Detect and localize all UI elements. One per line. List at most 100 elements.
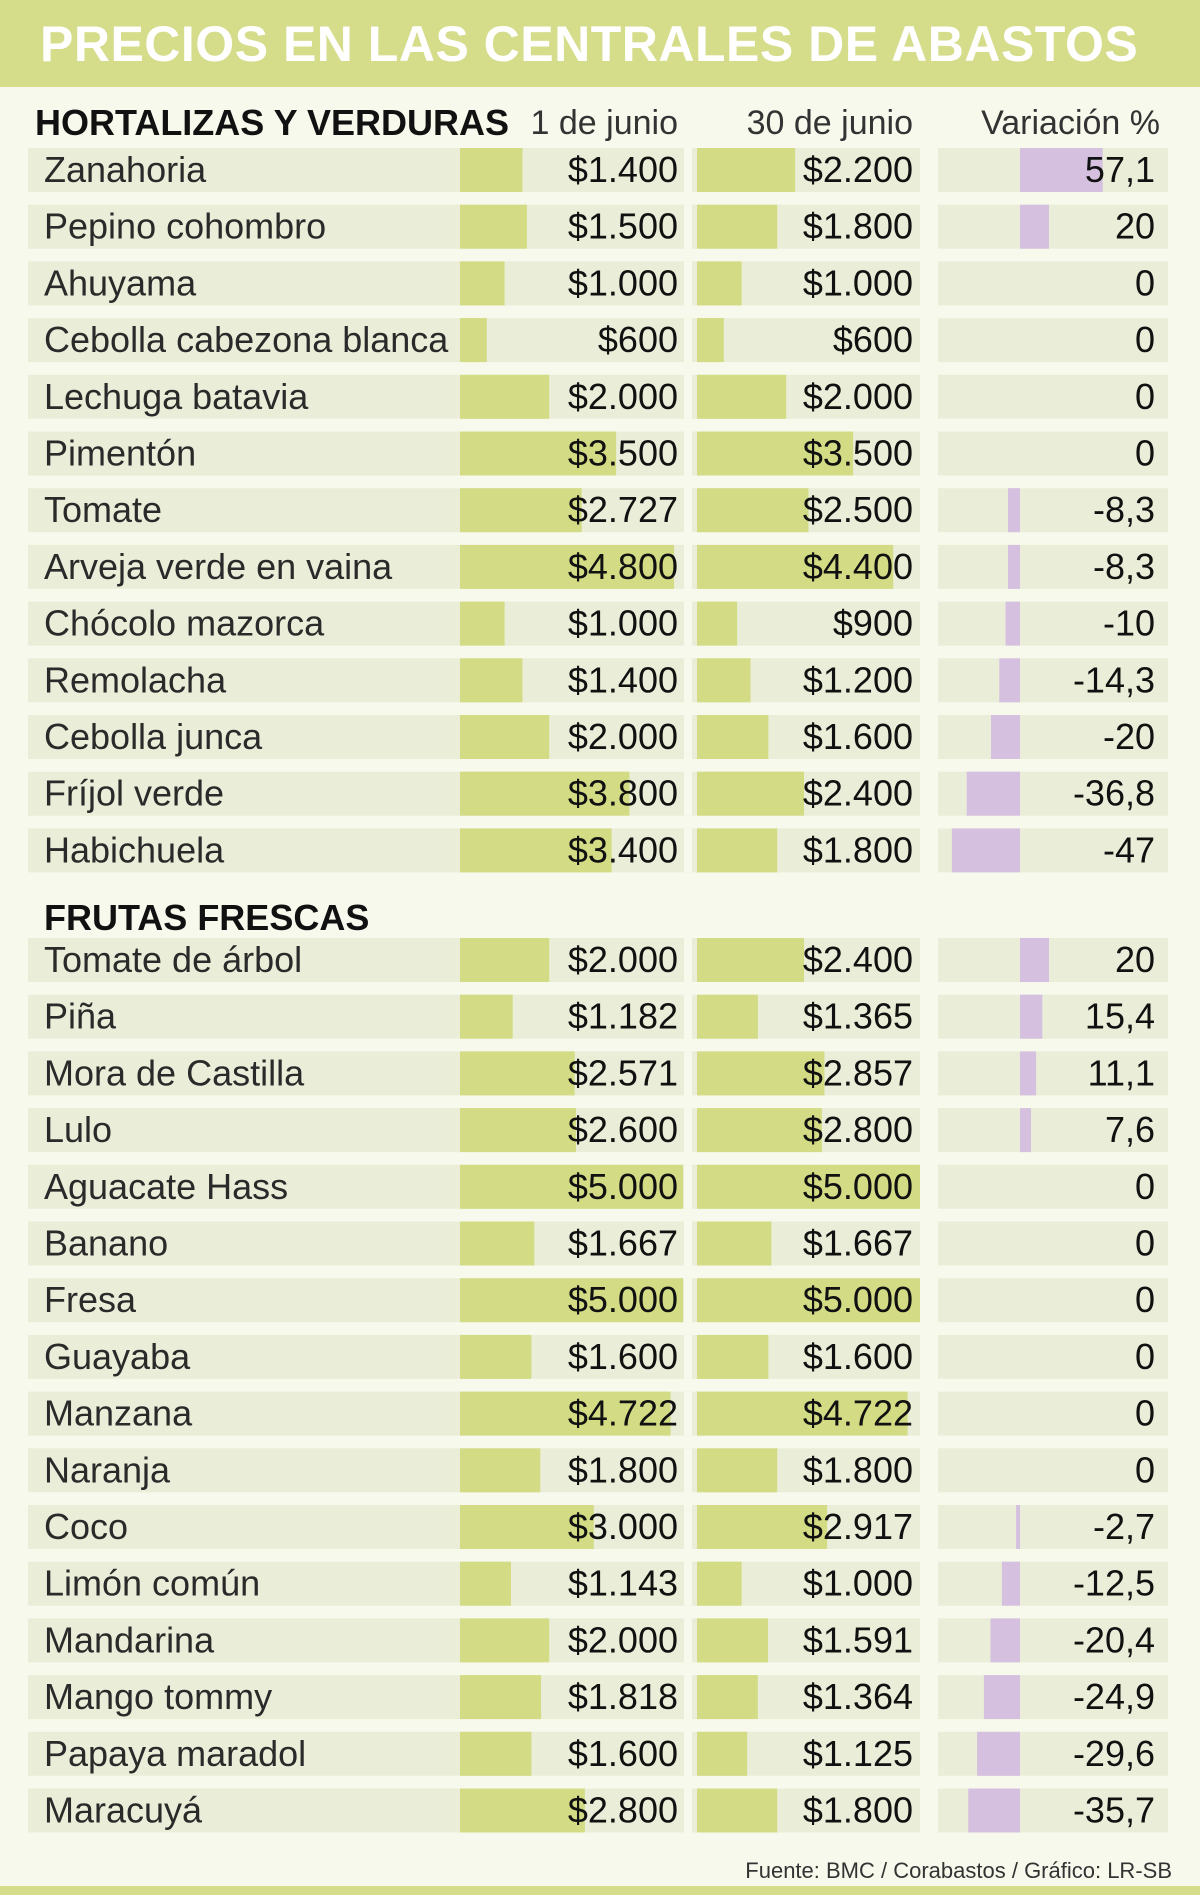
price-bar-june-1 <box>460 318 487 363</box>
column-separator <box>920 261 938 306</box>
row-background <box>28 1108 1168 1153</box>
column-separator <box>920 1164 938 1209</box>
column-separator <box>684 658 692 703</box>
table-row: Fríjol verde $3.800 $2.400 -36,8 <box>28 771 1168 816</box>
variation-label: -20 <box>1103 716 1155 757</box>
table-row: Lulo $2.600 $2.800 7,6 <box>28 1108 1168 1153</box>
variation-bar <box>1020 148 1103 192</box>
price-label-june-30: $2.400 <box>803 773 913 814</box>
variation-bar <box>1020 1051 1037 1096</box>
row-background <box>28 374 1168 419</box>
column-separator <box>920 431 938 476</box>
variation-bar <box>983 1675 1020 1720</box>
column-separator <box>920 1334 938 1379</box>
column-separator <box>920 1731 938 1776</box>
product-name: Tomate de árbol <box>44 939 302 980</box>
product-name: Mora de Castilla <box>44 1052 305 1093</box>
variation-label: 0 <box>1135 1279 1155 1320</box>
price-label-june-30: $2.500 <box>803 489 913 530</box>
product-name: Aguacate Hass <box>44 1166 288 1207</box>
column-separator <box>684 1618 692 1663</box>
column-separator <box>920 1391 938 1436</box>
page-title: PRECIOS EN LAS CENTRALES DE ABASTOS <box>40 16 1139 72</box>
price-bar-june-30 <box>697 261 742 306</box>
column-separator <box>920 148 938 192</box>
price-label-june-1: $4.800 <box>568 546 678 587</box>
variation-label: 20 <box>1115 939 1155 980</box>
price-label-june-1: $2.800 <box>568 1790 678 1831</box>
price-bar-june-30 <box>697 1788 778 1833</box>
price-bar-june-1 <box>460 1618 550 1663</box>
column-separator <box>920 1788 938 1833</box>
price-label-june-30: $1.600 <box>803 716 913 757</box>
product-name: Coco <box>44 1506 128 1547</box>
variation-label: 0 <box>1135 1449 1155 1490</box>
price-bar-june-30 <box>697 1731 748 1776</box>
table-row: Fresa $5.000 $5.000 0 <box>28 1278 1168 1323</box>
price-label-june-1: $1.600 <box>568 1733 678 1774</box>
price-label-june-1: $1.500 <box>568 206 678 247</box>
price-label-june-1: $1.667 <box>568 1223 678 1264</box>
price-bar-june-1 <box>460 938 550 982</box>
title-banner: PRECIOS EN LAS CENTRALES DE ABASTOS <box>0 0 1200 87</box>
price-bar-june-1 <box>460 715 550 759</box>
variation-label: -8,3 <box>1093 546 1155 587</box>
column-separator <box>684 148 692 192</box>
price-label-june-1: $2.600 <box>568 1109 678 1150</box>
product-name: Chócolo mazorca <box>44 603 325 644</box>
variation-bar <box>1020 204 1049 249</box>
price-bar-june-1 <box>460 204 527 249</box>
variation-bar <box>977 1731 1020 1776</box>
column-separator <box>684 601 692 646</box>
variation-bar <box>1007 544 1020 589</box>
variation-label: -47 <box>1103 829 1155 870</box>
price-bar-june-30 <box>697 204 778 249</box>
column-separator <box>920 488 938 533</box>
price-bar-june-30 <box>697 715 769 759</box>
table-row: Ahuyama $1.000 $1.000 0 <box>28 261 1168 306</box>
price-label-june-1: $3.000 <box>568 1506 678 1547</box>
variation-label: -20,4 <box>1073 1619 1155 1660</box>
price-bar-june-1 <box>460 1561 511 1606</box>
price-bar-june-1 <box>460 431 617 476</box>
table-row: Mora de Castilla $2.571 $2.857 11,1 <box>28 1051 1168 1096</box>
table-row: Pimentón $3.500 $3.500 0 <box>28 431 1168 476</box>
price-label-june-30: $1.667 <box>803 1223 913 1264</box>
price-bar-june-1 <box>460 1675 542 1720</box>
product-name: Guayaba <box>44 1336 191 1377</box>
price-label-june-1: $600 <box>598 319 678 360</box>
row-background <box>28 1618 1168 1663</box>
section-title: FRUTAS FRESCAS <box>44 897 369 938</box>
column-separator <box>684 1731 692 1776</box>
price-label-june-30: $1.800 <box>803 829 913 870</box>
column-separator <box>684 318 692 363</box>
product-name: Pepino cohombro <box>44 206 326 247</box>
price-label-june-30: $5.000 <box>803 1279 913 1320</box>
column-separator <box>684 715 692 759</box>
column-separator <box>920 1561 938 1606</box>
column-separator <box>684 1108 692 1153</box>
variation-label: -36,8 <box>1073 773 1155 814</box>
price-bar-june-1 <box>460 488 582 533</box>
price-label-june-30: $1.200 <box>803 659 913 700</box>
column-separator <box>684 204 692 249</box>
price-label-june-1: $2.571 <box>568 1052 678 1093</box>
row-background <box>28 148 1168 192</box>
variation-bar <box>1020 938 1049 982</box>
variation-bar <box>1016 1505 1020 1549</box>
variation-label: -24,9 <box>1073 1676 1155 1717</box>
table-row: Cebolla junca $2.000 $1.600 -20 <box>28 715 1168 759</box>
table-row: Zanahoria $1.400 $2.200 57,1 <box>28 148 1168 192</box>
price-label-june-30: $1.600 <box>803 1336 913 1377</box>
column-separator <box>684 1561 692 1606</box>
product-name: Mango tommy <box>44 1676 272 1717</box>
table-row: Coco $3.000 $2.917 -2,7 <box>28 1505 1168 1549</box>
price-bar-june-1 <box>460 1221 535 1266</box>
column-separator <box>684 1788 692 1833</box>
variation-bar <box>1005 601 1020 646</box>
price-label-june-30: $900 <box>833 603 913 644</box>
price-bar-june-1 <box>460 544 675 589</box>
variation-bar <box>1020 994 1043 1039</box>
price-label-june-1: $3.500 <box>568 433 678 474</box>
price-bar-june-1 <box>460 658 523 703</box>
